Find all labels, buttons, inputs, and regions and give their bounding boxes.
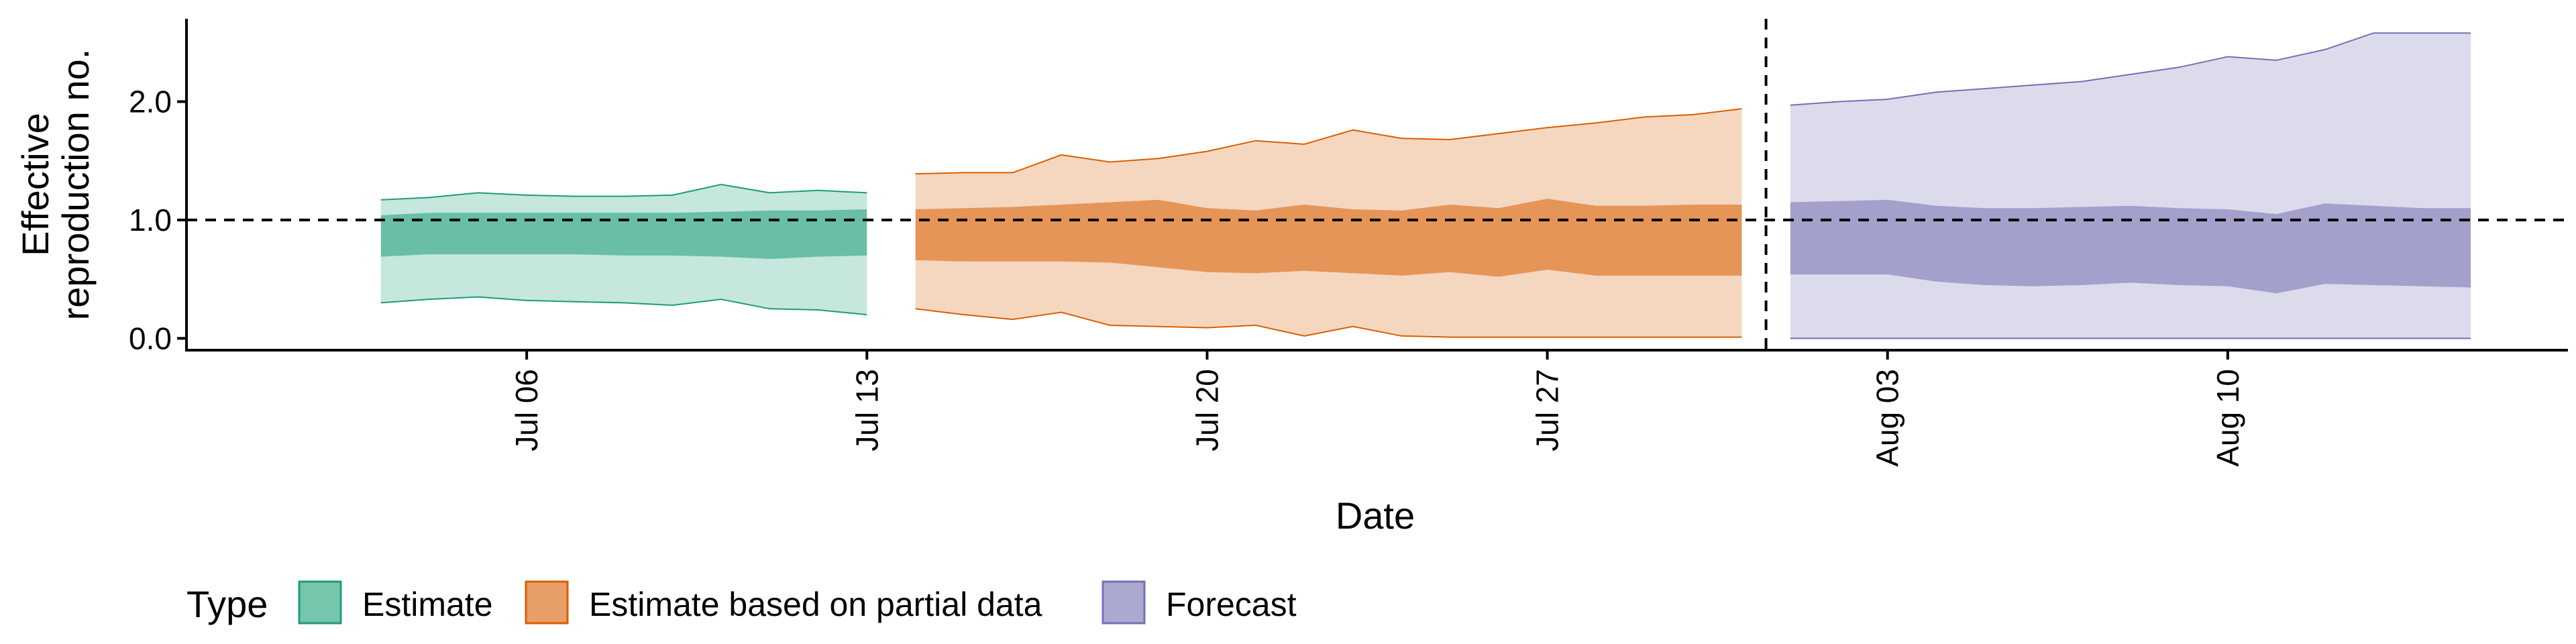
y-axis-title: Effectivereproduction no. [14, 49, 97, 321]
legend-swatch-estimate [298, 580, 342, 625]
legend: Type Estimate Estimate based on partial da… [186, 580, 1297, 625]
band-outer-upper-edge-partial [915, 108, 1742, 175]
legend-label-forecast: Forecast [1166, 586, 1297, 623]
legend-swatch-partial [525, 580, 569, 625]
y-tick-label-2: 2.0 [129, 85, 172, 119]
ribbon-layer [380, 32, 2471, 339]
legend-label-partial: Estimate based on partial data [589, 586, 1042, 623]
y-axis-title-line-0: Effective [14, 113, 56, 256]
x-tick-label-0: Jul 06 [509, 369, 544, 451]
legend-title: Type [186, 583, 268, 625]
band-inner-estimate [380, 209, 867, 260]
x-tick-label-5: Aug 10 [2210, 369, 2245, 467]
band-inner-partial [915, 199, 1742, 277]
x-axis-title: Date [1336, 494, 1415, 537]
band-inner-forecast [1790, 199, 2471, 294]
legend-swatch-forecast [1102, 580, 1146, 625]
legend-label-estimate: Estimate [362, 586, 493, 623]
band-outer-upper-edge-forecast [1790, 32, 2471, 106]
band-outer-forecast [1790, 33, 2471, 339]
reference-lines [186, 19, 2568, 350]
x-tick-label-1: Jul 13 [849, 369, 884, 451]
y-axis-title-line-1: reproduction no. [54, 49, 97, 321]
band-outer-lower-edge-estimate [380, 296, 867, 316]
band-outer-upper-edge-estimate [380, 183, 867, 201]
x-tick-label-4: Aug 03 [1870, 369, 1905, 467]
band-outer-lower-edge-partial [915, 308, 1742, 338]
x-tick-label-2: Jul 20 [1189, 369, 1224, 451]
x-tick-label-3: Jul 27 [1530, 369, 1565, 451]
y-tick-label-0: 0.0 [129, 321, 172, 356]
axes: 0.0 1.0 2.0 Jul 06 Jul 13 Jul 20 Jul 27 Aug 03 A… [14, 19, 2568, 537]
y-tick-label-1: 1.0 [129, 203, 172, 237]
